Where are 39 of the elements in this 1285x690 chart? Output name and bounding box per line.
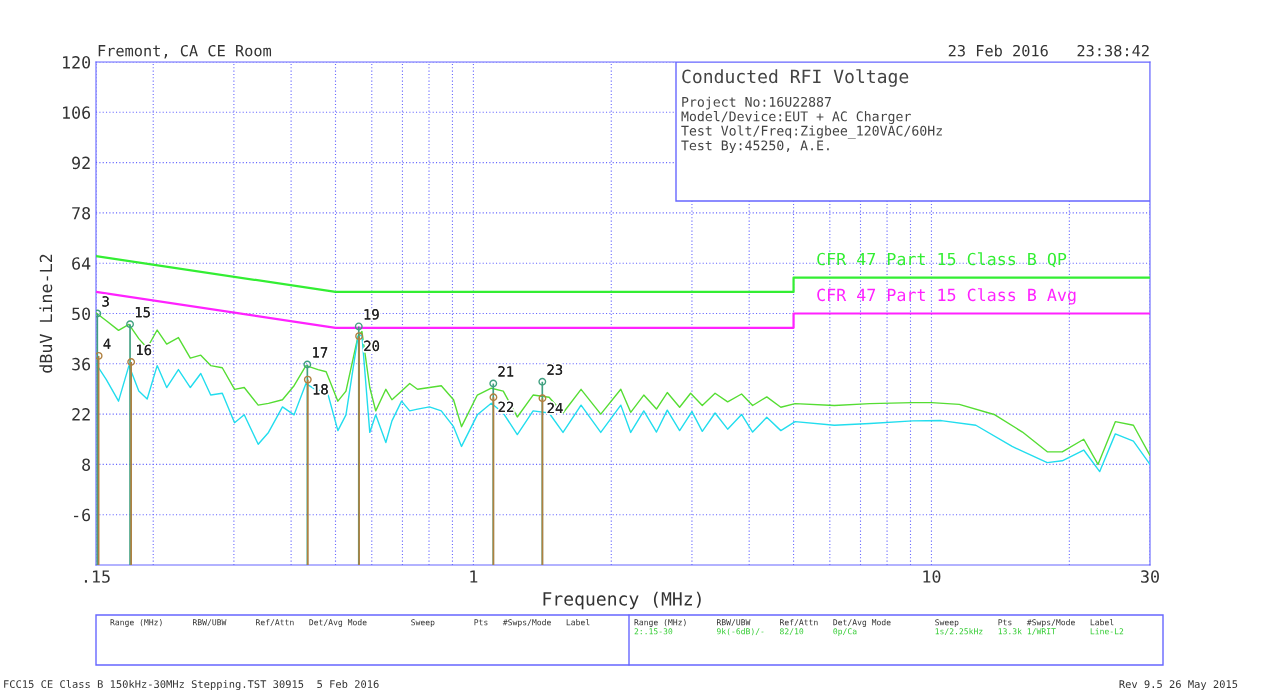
text: Rev 9.5 26 May 2015 <box>1119 680 1238 690</box>
series-label: CFR 47 Part 15 Class B QP <box>817 252 1067 268</box>
annotation: 3 <box>102 296 109 307</box>
annotation: 19 <box>364 309 379 320</box>
annotation: Model/Device:EUT + AC Charger <box>681 111 911 124</box>
annotation: 23 <box>547 364 563 375</box>
x-tick-label: 10 <box>923 570 941 583</box>
text: Range (MHz) RBW/UBW Ref/Attn Det/Avg Mode Sweep Pts #Swps/Mode Label <box>110 619 590 627</box>
y-tick-label: 92 <box>72 156 90 170</box>
x-axis-title: Frequency (MHz) <box>543 591 701 610</box>
annotation: 16 <box>137 344 152 356</box>
y-tick-label: -6 <box>73 508 91 522</box>
x-tick-label: 30 <box>1141 570 1159 583</box>
text: Fremont, CA CE Room <box>98 44 272 59</box>
chart-title: Conducted RFI Voltage <box>682 69 909 87</box>
y-tick-label: 106 <box>63 106 91 119</box>
y-axis-title: dBuV Line-L2 <box>39 254 53 373</box>
x-tick-label: .15 <box>84 570 110 583</box>
y-tick-label: 8 <box>82 458 91 472</box>
annotation: Test By:45250, A.E. <box>681 140 829 153</box>
y-tick-label: 50 <box>72 307 91 321</box>
text: FCC15 CE Class B 150kHz-30MHz Stepping.TST 30915 5 Feb 2016 <box>4 679 379 690</box>
x-tick-label: 1 <box>470 570 478 583</box>
annotation: 15 <box>135 307 150 318</box>
annotation: 17 <box>313 347 328 358</box>
annotation: 4 <box>103 338 111 349</box>
y-tick-label: 64 <box>72 257 91 270</box>
y-tick-label: 22 <box>72 408 90 421</box>
annotation: 20 <box>364 340 380 352</box>
annotation: 21 <box>498 366 514 377</box>
y-tick-label: 36 <box>72 357 91 371</box>
y-tick-label: 78 <box>72 206 91 220</box>
text: 23 Feb 2016 23:38:42 <box>948 44 1149 57</box>
text: Range (MHz) RBW/UBW Ref/Attn Det/Avg Mode Sweep Pts #Swps/Mode Label <box>634 619 1114 627</box>
annotation: Test Volt/Freq:Zigbee_120VAC/60Hz <box>681 125 942 139</box>
text: 2:.15-30 9k(-6dB)/- 82/10 0p/Ca 1s/2.25kHz 13.3k 1/WRIT Line-L2 <box>634 628 1124 636</box>
annotation: Project No:16U22887 <box>682 96 831 110</box>
y-tick-label: 120 <box>63 56 91 69</box>
series-label: CFR 47 Part 15 Class B Avg <box>817 288 1076 305</box>
